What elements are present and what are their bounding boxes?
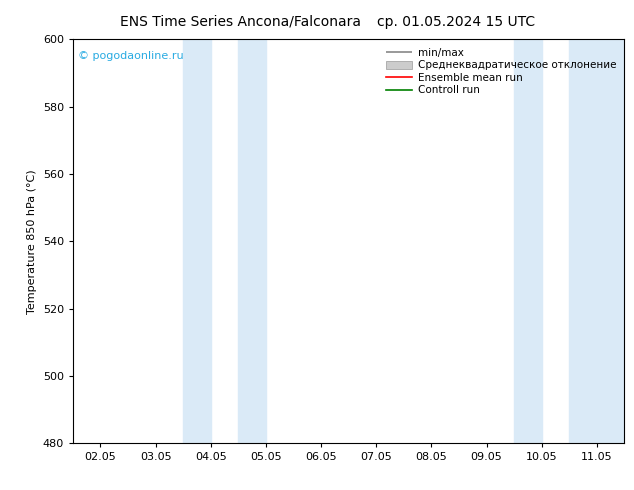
Bar — [238, 39, 266, 443]
Text: ENS Time Series Ancona/Falconara: ENS Time Series Ancona/Falconara — [120, 15, 361, 29]
Y-axis label: Temperature 850 hPa (°C): Temperature 850 hPa (°C) — [27, 169, 37, 314]
Text: © pogodaonline.ru: © pogodaonline.ru — [79, 51, 184, 61]
Bar — [569, 39, 624, 443]
Legend: min/max, Среднеквадратическое отклонение, Ensemble mean run, Controll run: min/max, Среднеквадратическое отклонение… — [384, 45, 619, 98]
Text: ср. 01.05.2024 15 UTC: ср. 01.05.2024 15 UTC — [377, 15, 536, 29]
Bar — [514, 39, 541, 443]
Bar — [183, 39, 210, 443]
